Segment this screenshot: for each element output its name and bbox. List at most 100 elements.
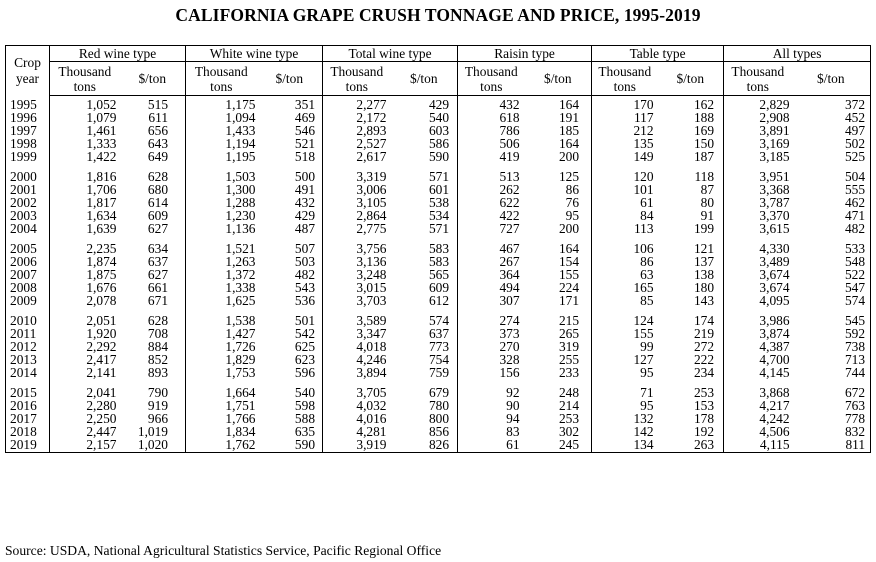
- white-wine-tons-cell: 1,834: [185, 425, 257, 438]
- total-wine-tons-cell: 3,015: [322, 281, 391, 294]
- total-wine-price-cell: 679: [428, 385, 450, 400]
- white-wine-tons-cell: 1,194: [185, 137, 257, 150]
- all-types-tons-cell: 4,700: [723, 353, 792, 366]
- thousand-label: Thousand: [464, 63, 518, 79]
- red-wine-tons-cell: 2,078: [49, 294, 120, 308]
- total-wine-price-cell: 586: [428, 136, 450, 151]
- white-wine-price-cell: 546: [294, 123, 316, 138]
- raisin-price-cell: 253: [558, 411, 580, 426]
- all-types-tons-cell: 4,145: [723, 366, 792, 380]
- raisin-tons-cell: 83: [457, 425, 525, 438]
- table-price-cell: 222: [693, 352, 715, 367]
- total-wine-price-cell: 571: [428, 169, 450, 184]
- table-row: 1995 1,052 515 1,175 351 2,277 429 432 164 170 162…: [6, 95, 871, 111]
- all-types-tons-cell: 3,185: [723, 150, 792, 164]
- raisin-tons-cell: 262: [457, 183, 525, 196]
- source-note: Source: USDA, National Agricultural Stat…: [5, 543, 442, 558]
- total-wine-price-cell: 571: [428, 221, 450, 236]
- all-types-tons-cell: 4,095: [723, 294, 792, 308]
- crop-year-cell: 2012: [10, 339, 37, 354]
- table-price-cell: 91: [700, 208, 715, 223]
- total-wine-tons-cell: 4,016: [322, 412, 391, 425]
- red-wine-price-cell: 611: [148, 110, 169, 125]
- white-wine-tons-cell: 1,094: [185, 111, 257, 124]
- table-tons-cell: 124: [591, 308, 658, 327]
- crop-year-cell: 2005: [10, 241, 37, 256]
- total-wine-tons-cell: 3,894: [322, 366, 391, 380]
- table-tons-cell: 142: [591, 425, 658, 438]
- table-row: 2019 2,157 1,020 1,762 590 3,919 826 61 245 134 26…: [6, 438, 871, 453]
- table-price-cell: 188: [693, 110, 715, 125]
- thousand-label: Thousand: [330, 63, 384, 79]
- all-types-tons-cell: 3,951: [723, 164, 792, 183]
- raisin-tons-cell: 467: [457, 236, 525, 255]
- all-types-price-cell: 547: [844, 280, 866, 295]
- all-types-price-cell: 522: [844, 267, 866, 282]
- table-price-cell: 138: [693, 267, 715, 282]
- white-wine-tons-cell: 1,433: [185, 124, 257, 137]
- total-wine-tons-cell: 2,277: [322, 95, 391, 111]
- red-wine-price-cell: 627: [147, 267, 169, 282]
- total-wine-price-cell: 540: [428, 110, 450, 125]
- raisin-price-cell: 164: [558, 136, 580, 151]
- white-wine-tons-cell: 1,175: [185, 95, 257, 111]
- all-types-tons-cell: 3,868: [723, 380, 792, 399]
- red-wine-price-cell: 884: [147, 339, 169, 354]
- raisin-price-cell: 154: [558, 254, 580, 269]
- all-types-price-cell: 497: [844, 123, 866, 138]
- table-tons-cell: 71: [591, 380, 658, 399]
- raisin-price-cell: 255: [558, 352, 580, 367]
- table-row: 1996 1,079 611 1,094 469 2,172 540 618 191 117 188…: [6, 111, 871, 124]
- total-wine-price-cell: 603: [428, 123, 450, 138]
- raisin-tons-cell: 61: [457, 438, 525, 453]
- total-wine-tons-cell: 3,248: [322, 268, 391, 281]
- red-wine-tons-cell: 1,817: [49, 196, 120, 209]
- white-wine-price-cell: 623: [294, 352, 316, 367]
- white-wine-price-cell: 487: [294, 221, 316, 236]
- white-wine-price-cell: 469: [294, 110, 316, 125]
- white-wine-price-cell: 518: [294, 149, 316, 164]
- raisin-price-cell: 86: [565, 182, 580, 197]
- subheader-thousand-tons-raisin: Thousand tons: [457, 61, 525, 96]
- all-types-tons-cell: 3,368: [723, 183, 792, 196]
- crop-year-cell: 1999: [10, 149, 37, 164]
- white-wine-tons-cell: 1,288: [185, 196, 257, 209]
- white-wine-tons-cell: 1,829: [185, 353, 257, 366]
- table-tons-cell: 155: [591, 327, 658, 340]
- all-types-price-cell: 548: [844, 254, 866, 269]
- red-wine-tons-cell: 2,292: [49, 340, 120, 353]
- raisin-tons-cell: 92: [457, 380, 525, 399]
- crop-year-cell: 2001: [10, 182, 37, 197]
- red-wine-price-cell: 919: [147, 398, 169, 413]
- red-wine-price-cell: 671: [147, 293, 169, 308]
- all-types-price-cell: 592: [844, 326, 866, 341]
- white-wine-price-cell: 503: [294, 254, 316, 269]
- total-wine-tons-cell: 3,319: [322, 164, 391, 183]
- table-tons-cell: 61: [591, 196, 658, 209]
- white-wine-price-cell: 536: [294, 293, 316, 308]
- all-types-tons-cell: 3,489: [723, 255, 792, 268]
- white-wine-tons-cell: 1,338: [185, 281, 257, 294]
- red-wine-price-cell: 661: [147, 280, 169, 295]
- crop-year-cell: 2016: [10, 398, 37, 413]
- red-wine-tons-cell: 2,447: [49, 425, 120, 438]
- all-types-price-cell: 574: [844, 293, 866, 308]
- all-types-price-cell: 744: [844, 365, 866, 380]
- total-wine-price-cell: 754: [428, 352, 450, 367]
- crop-year-cell: 2002: [10, 195, 37, 210]
- red-wine-tons-cell: 1,874: [49, 255, 120, 268]
- raisin-tons-cell: 307: [457, 294, 525, 308]
- all-types-tons-cell: 2,908: [723, 111, 792, 124]
- table-row: 1997 1,461 656 1,433 546 2,893 603 786 185 212 169…: [6, 124, 871, 137]
- crop-year-cell: 2006: [10, 254, 37, 269]
- all-types-price-cell: 504: [844, 169, 866, 184]
- all-types-price-cell: 545: [844, 313, 866, 328]
- total-wine-price-cell: 759: [428, 365, 450, 380]
- total-wine-tons-cell: 3,756: [322, 236, 391, 255]
- table-row: 2013 2,417 852 1,829 623 4,246 754 328 255 127 222…: [6, 353, 871, 366]
- raisin-tons-cell: 432: [457, 95, 525, 111]
- crop-year-cell: 2017: [10, 411, 37, 426]
- all-types-tons-cell: 4,330: [723, 236, 792, 255]
- table-row: 2004 1,639 627 1,136 487 2,775 571 727 200 113 199…: [6, 222, 871, 236]
- table-tons-cell: 170: [591, 95, 658, 111]
